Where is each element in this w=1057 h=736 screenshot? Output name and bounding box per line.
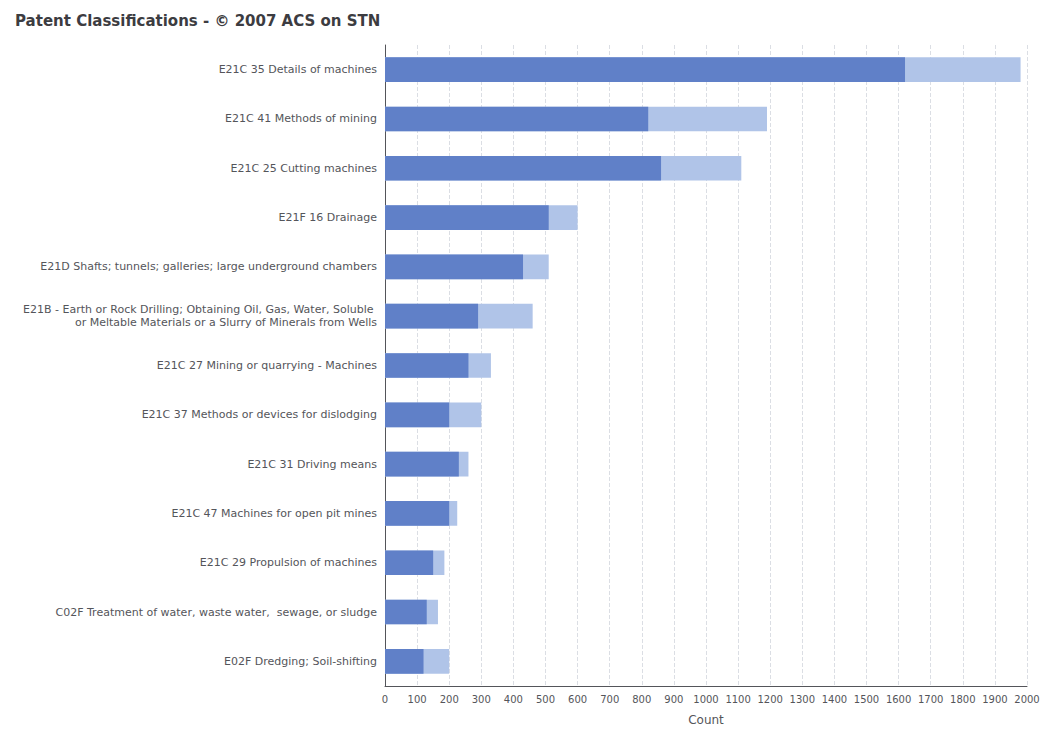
svg-text:100: 100	[408, 694, 427, 705]
svg-text:200: 200	[440, 694, 459, 705]
svg-text:0: 0	[382, 694, 388, 705]
svg-text:600: 600	[568, 694, 587, 705]
svg-text:1800: 1800	[950, 694, 975, 705]
svg-text:Count: Count	[688, 713, 724, 727]
svg-text:Patent Classifications - © 200: Patent Classifications - © 2007 ACS on S…	[15, 12, 380, 30]
svg-text:1500: 1500	[854, 694, 879, 705]
svg-text:400: 400	[504, 694, 523, 705]
svg-text:700: 700	[600, 694, 619, 705]
svg-text:1200: 1200	[757, 694, 782, 705]
svg-text:1000: 1000	[693, 694, 718, 705]
svg-text:2000: 2000	[1014, 694, 1039, 705]
svg-text:500: 500	[536, 694, 555, 705]
svg-text:E21C 25 Cutting machines: E21C 25 Cutting machines	[231, 162, 378, 175]
svg-text:300: 300	[472, 694, 491, 705]
svg-text:1900: 1900	[982, 694, 1007, 705]
svg-text:1600: 1600	[886, 694, 911, 705]
svg-text:900: 900	[664, 694, 683, 705]
svg-text:E21C 47 Machines for open pit: E21C 47 Machines for open pit mines	[171, 507, 377, 520]
svg-text:E21C 37 Methods or devices for: E21C 37 Methods or devices for dislodgin…	[142, 408, 377, 421]
svg-text:E21C 31 Driving means: E21C 31 Driving means	[247, 458, 377, 471]
svg-text:1300: 1300	[790, 694, 815, 705]
svg-text:1700: 1700	[918, 694, 943, 705]
svg-text:or Meltable Materials or a Slu: or Meltable Materials or a Slurry of Min…	[75, 316, 377, 329]
svg-text:E21C 41 Methods of mining: E21C 41 Methods of mining	[225, 112, 377, 125]
svg-text:E21F 16 Drainage: E21F 16 Drainage	[278, 211, 377, 224]
svg-text:1400: 1400	[822, 694, 847, 705]
svg-text:1100: 1100	[725, 694, 750, 705]
svg-text:E02F Dredging; Soil-shifting: E02F Dredging; Soil-shifting	[224, 655, 377, 668]
svg-text:800: 800	[632, 694, 651, 705]
svg-text:C02F Treatment of water, waste: C02F Treatment of water, waste water, se…	[56, 606, 378, 619]
svg-text:E21C 29 Propulsion of machines: E21C 29 Propulsion of machines	[200, 556, 377, 569]
svg-text:E21C 35 Details of machines: E21C 35 Details of machines	[219, 63, 378, 76]
svg-text:E21B - Earth or Rock Drilling;: E21B - Earth or Rock Drilling; Obtaining…	[23, 303, 377, 316]
svg-text:E21D Shafts; tunnels; gallerie: E21D Shafts; tunnels; galleries; large u…	[40, 260, 377, 273]
svg-text:E21C 27 Mining or quarrying -: E21C 27 Mining or quarrying - Machines	[157, 359, 377, 372]
